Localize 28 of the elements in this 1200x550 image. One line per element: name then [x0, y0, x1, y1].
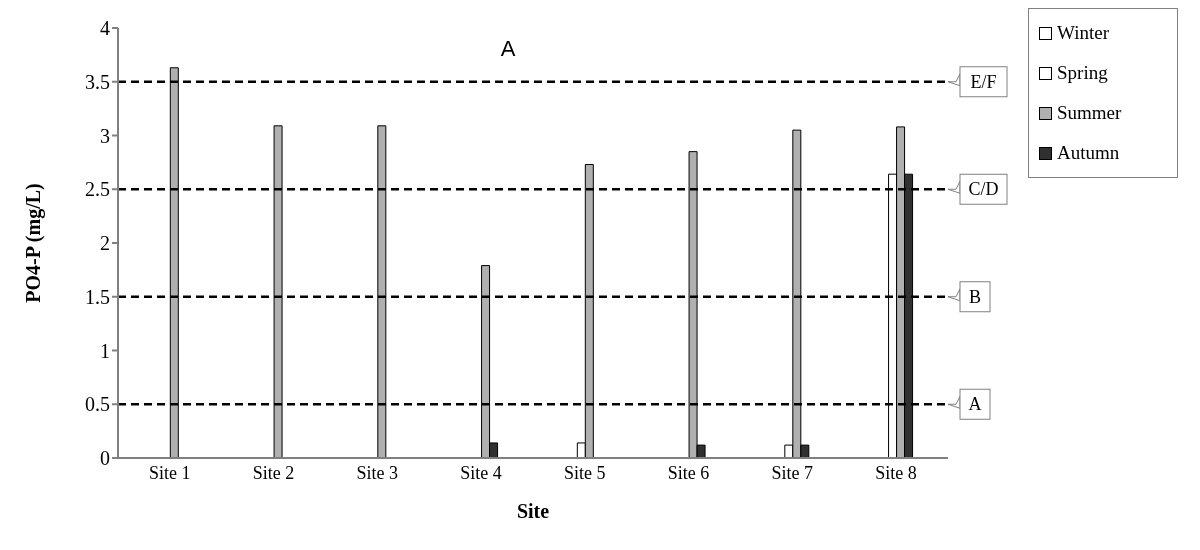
x-tick-label: Site 4 [460, 462, 502, 483]
y-tick-label: 4 [100, 17, 110, 40]
y-tick-label: 2 [100, 232, 110, 255]
x-tick-label: Site 7 [771, 462, 814, 483]
y-tick-label: 3 [100, 124, 110, 147]
x-axis-title: Site [516, 500, 550, 522]
x-tick-label: Site 3 [356, 462, 399, 483]
chart-title: A [500, 36, 516, 61]
y-tick-label: 0.5 [85, 393, 110, 416]
ref-line-label: C/D [968, 179, 999, 200]
y-tick-label: 1.5 [85, 285, 110, 308]
x-tick-label: Site 6 [667, 462, 710, 483]
x-tick-label: Site 2 [252, 462, 295, 483]
ref-line-label: B [968, 286, 982, 307]
x-tick-label: Site 1 [149, 462, 191, 483]
y-tick-label: 2.5 [85, 178, 110, 201]
legend-label: Summer [1057, 102, 1122, 124]
ref-line-label: A [968, 394, 982, 415]
y-tick-label: 3.5 [85, 70, 110, 93]
y-tick-label: 0 [100, 447, 110, 470]
legend-label: Winter [1057, 22, 1109, 44]
x-tick-label: Site 8 [875, 462, 917, 483]
legend-label: Spring [1057, 62, 1108, 84]
y-tick-label: 1 [100, 339, 110, 362]
x-tick-label: Site 5 [564, 462, 606, 483]
legend-label: Autumn [1057, 142, 1120, 164]
ref-line-label: E/F [970, 71, 997, 92]
y-axis-title: PO4-P (mg/L) [22, 183, 46, 303]
